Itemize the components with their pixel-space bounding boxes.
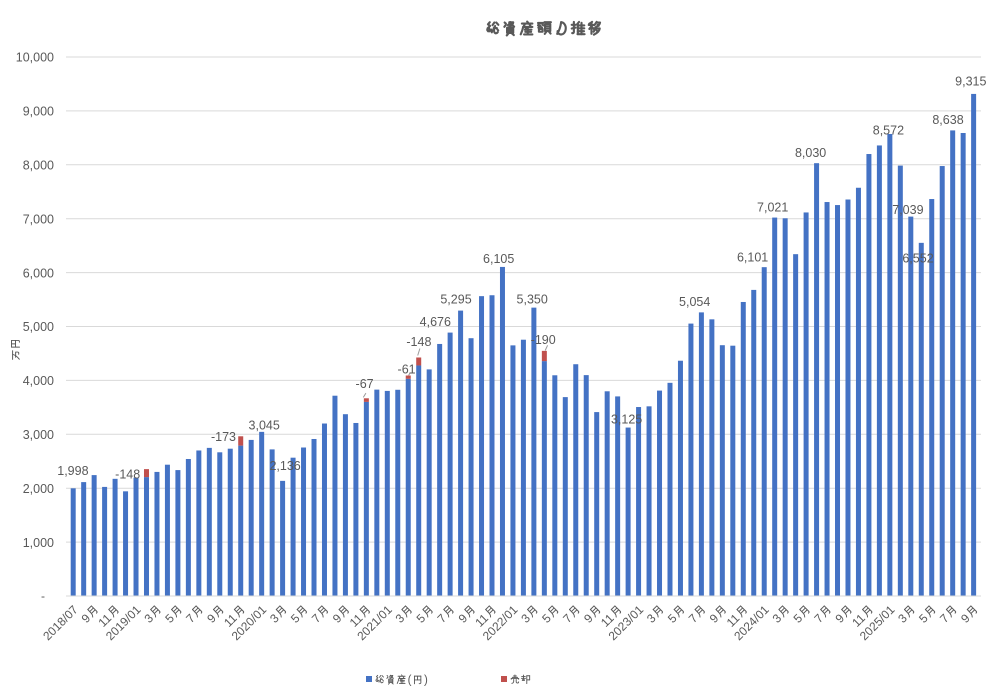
svg-text:-148: -148 [115, 468, 140, 482]
svg-text:(: ( [408, 675, 412, 687]
svg-text:6,000: 6,000 [23, 266, 54, 280]
svg-text:4,676: 4,676 [420, 315, 451, 329]
svg-text:7,000: 7,000 [23, 212, 54, 226]
svg-text:7,021: 7,021 [757, 200, 788, 214]
svg-text:): ) [424, 675, 428, 687]
svg-text:9,315: 9,315 [955, 75, 986, 89]
svg-text:5,295: 5,295 [440, 293, 471, 307]
svg-text:3,045: 3,045 [249, 419, 280, 433]
svg-text:8,030: 8,030 [795, 146, 826, 160]
svg-text:8,638: 8,638 [932, 113, 963, 127]
svg-text:7,039: 7,039 [892, 203, 923, 217]
svg-text:8,572: 8,572 [873, 124, 904, 138]
svg-text:10,000: 10,000 [16, 51, 54, 65]
svg-text:2018/07: 2018/07 [40, 602, 81, 643]
svg-text:-67: -67 [356, 377, 374, 391]
svg-text:-173: -173 [211, 430, 236, 444]
svg-text:9,000: 9,000 [23, 105, 54, 119]
svg-text:1,998: 1,998 [57, 464, 88, 478]
svg-text:2,136: 2,136 [269, 459, 300, 473]
svg-text:6,101: 6,101 [737, 250, 768, 264]
svg-text:1,000: 1,000 [23, 536, 54, 550]
svg-text:6,552: 6,552 [902, 251, 933, 265]
svg-text:5,054: 5,054 [679, 295, 710, 309]
svg-text:5,000: 5,000 [23, 320, 54, 334]
svg-text:-: - [41, 589, 45, 603]
svg-text:5,350: 5,350 [517, 293, 548, 307]
svg-text:-190: -190 [531, 333, 556, 347]
svg-text:3,125: 3,125 [611, 413, 642, 427]
svg-text:6,105: 6,105 [483, 252, 514, 266]
svg-text:3,000: 3,000 [23, 428, 54, 442]
svg-text:-61: -61 [398, 362, 416, 376]
svg-text:8,000: 8,000 [23, 159, 54, 173]
svg-text:2,000: 2,000 [23, 482, 54, 496]
svg-text:-148: -148 [406, 335, 431, 349]
svg-text:4,000: 4,000 [23, 374, 54, 388]
